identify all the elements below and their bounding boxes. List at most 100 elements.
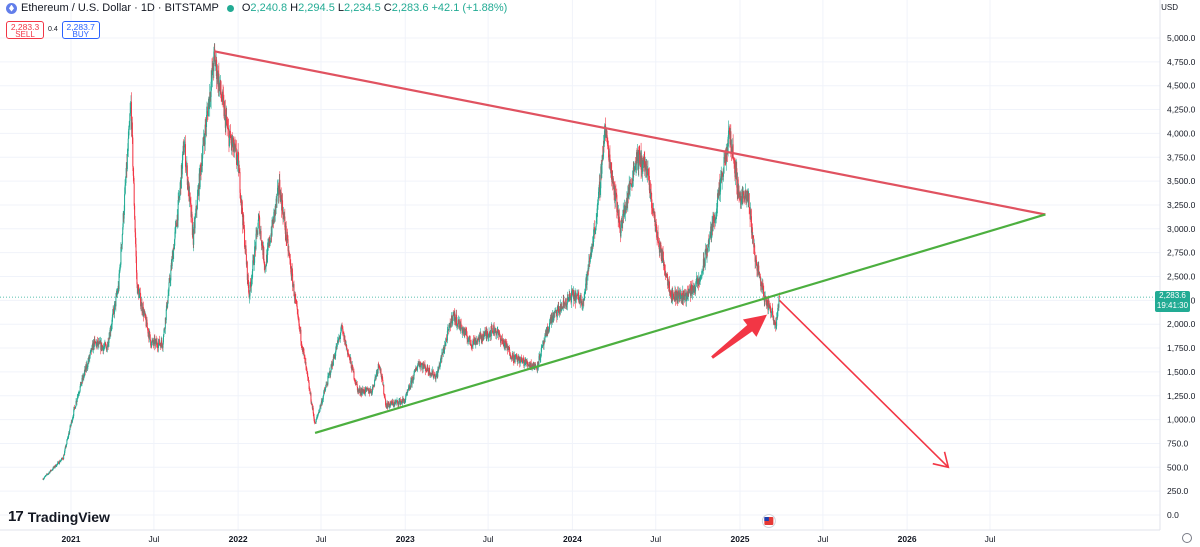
candle-body [237,151,239,158]
low-value: 2,234.5 [344,2,381,14]
candle-body [413,370,415,373]
candle-body [225,118,227,128]
candle-body [332,356,334,366]
candle-body [89,352,91,356]
candle-body [141,302,143,311]
candle-body [179,188,181,196]
candle-body [287,234,289,239]
candle-body [505,342,507,345]
candle-body [51,470,53,471]
settings-icon[interactable] [1182,533,1192,543]
candle-body [723,173,725,177]
candle-body [717,193,719,207]
candle-body [277,185,279,195]
y-tick-label: 3,500.0 [1167,176,1196,186]
candle-body [724,155,726,160]
candle-body [148,331,150,339]
candle-body [768,303,770,306]
currency-label[interactable]: USD [1161,3,1178,12]
candle-body [197,192,199,197]
candle-body [672,293,674,299]
candle-body [128,128,130,139]
candle-body [512,354,514,362]
candle-body [435,376,437,380]
candle-body [450,321,452,328]
candle-body [63,455,65,456]
candle-body [581,301,583,305]
candle-body [483,336,485,340]
x-tick-label: Jul [817,534,828,544]
candle-body [394,402,396,406]
candle-body [415,368,417,370]
candle-body [289,256,291,260]
y-tick-label: 1,500.0 [1167,367,1196,377]
candle-body [347,353,349,356]
candle-body [380,369,382,376]
candle-body [255,230,257,234]
candle-body [252,260,254,272]
candle-body [381,375,383,380]
candle-body [190,199,192,204]
candle-body [310,401,312,405]
tradingview-logo[interactable]: 17 TradingView [8,508,110,525]
candle-body [70,423,72,427]
candle-body [462,328,464,333]
candle-body [78,393,80,395]
candle-body [470,343,472,346]
candle-body [712,215,714,217]
candle-body [685,294,687,302]
candle-body [115,296,117,307]
candle-body [702,269,704,271]
candle-body [157,347,159,349]
candle-body [371,393,373,395]
candle-body [579,296,581,304]
candle-body [636,151,638,162]
candle-body [520,357,522,361]
candle-body [497,330,499,334]
candle-body [707,247,709,251]
candle-body [267,245,269,248]
buy-button[interactable]: 2,283.7 BUY [61,21,100,39]
candle-body [307,373,309,378]
sell-button[interactable]: 2,283.3 SELL [6,21,44,39]
candle-body [561,306,563,308]
candle-body [137,285,139,290]
candle-body [304,356,306,364]
symbol-title[interactable]: Ethereum / U.S. Dollar · 1D · BITSTAMP [21,2,219,14]
candle-body [596,208,598,218]
candle-body [292,273,294,287]
candle-body [76,396,78,400]
candle-body [64,448,66,452]
candle-body [304,354,306,357]
candle-body [112,309,114,314]
candle-body [261,241,263,248]
candle-body [752,235,754,239]
candle-body [121,244,123,249]
candle-body [43,478,45,479]
candle-body [164,328,166,330]
candle-body [62,458,64,460]
candle-body [400,401,402,405]
candle-body [370,389,372,392]
candle-body [456,325,458,327]
candle-body [725,147,727,164]
candle-body [348,355,350,357]
candle-body [556,309,558,318]
candle-body [615,193,617,195]
candle-body [407,387,409,391]
candle-body [595,220,597,227]
candle-body [647,168,649,176]
candle-body [701,270,703,272]
candle-body [744,194,746,200]
candle-body [353,378,355,381]
candle-body [235,148,237,160]
candle-body [185,166,187,168]
candle-body [276,193,278,202]
candle-body [324,389,326,391]
candle-body [73,409,75,417]
candle-body [392,402,394,406]
candle-body [432,370,434,377]
ethereum-icon [6,2,17,14]
candle-body [457,320,459,325]
